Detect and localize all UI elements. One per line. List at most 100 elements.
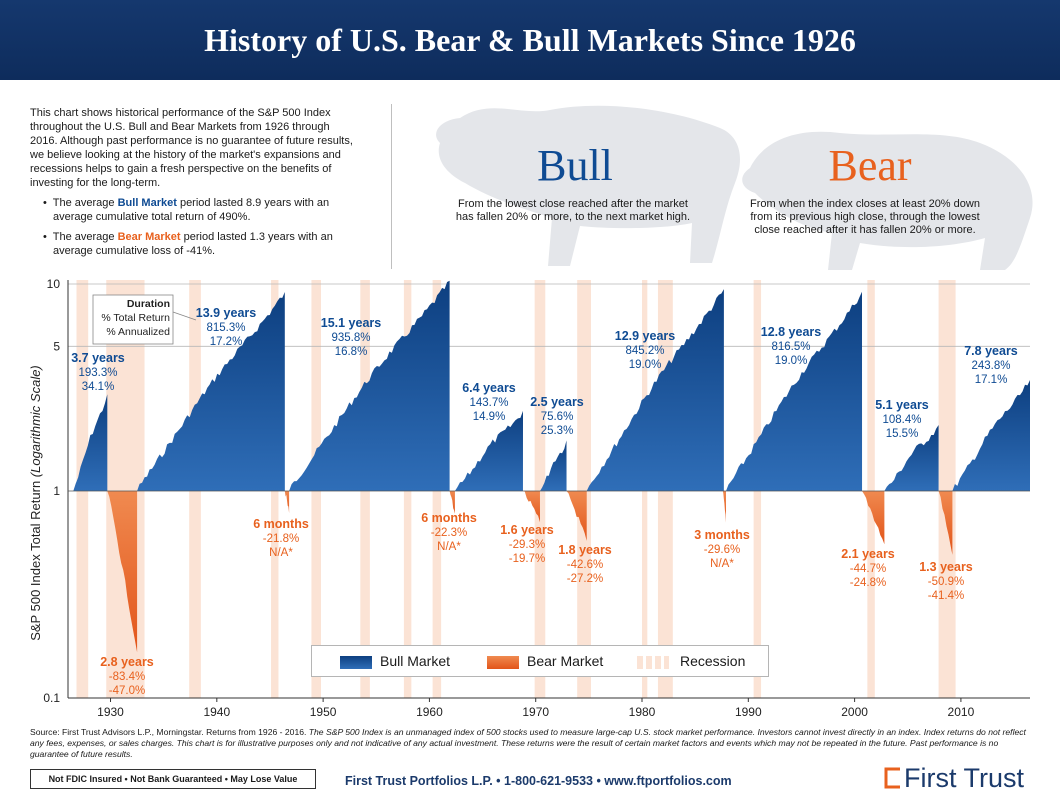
- bear-definition: From when the index closes at least 20% …: [750, 198, 980, 236]
- bear-market-label: -24.8%: [850, 577, 886, 589]
- bull-market-label: 193.3%: [78, 367, 117, 379]
- bear-market-area: [938, 491, 953, 555]
- x-tick-label: 1960: [416, 705, 443, 719]
- intro-text: This chart shows historical performance …: [30, 106, 360, 258]
- bull-market-label: 34.1%: [82, 381, 115, 393]
- bull-silhouette-icon: [436, 105, 740, 266]
- recession-band: [938, 280, 956, 698]
- bear-market-label: -29.6%: [704, 544, 740, 556]
- bear-market-label: -41.4%: [928, 590, 964, 602]
- key-box-line: % Annualized: [106, 326, 170, 338]
- bear-market-label: -22.3%: [431, 527, 467, 539]
- bear-market-label: 1.6 years: [500, 523, 554, 537]
- bear-market-area: [449, 491, 455, 514]
- label-key-box: [92, 294, 174, 345]
- bull-market-area: [725, 291, 863, 491]
- animal-silhouettes: [436, 105, 1033, 270]
- bear-market-label: 3 months: [694, 528, 750, 542]
- x-tick-label: 1930: [97, 705, 124, 719]
- bear-market-term: Bear Market: [117, 231, 181, 243]
- bear-market-label: 6 months: [253, 517, 309, 531]
- bull-market-area: [952, 380, 1030, 491]
- bear-market-label: -50.9%: [928, 576, 964, 588]
- legend-bear-label: Bear Market: [527, 653, 604, 669]
- bull-market-label: 12.8 years: [761, 325, 822, 339]
- y-tick-label: 1: [53, 484, 60, 498]
- bear-market-area: [862, 491, 885, 545]
- bear-average-bullet: • The average Bear Market period lasted …: [43, 231, 333, 257]
- bear-market-label: -27.2%: [567, 573, 603, 585]
- legend-bear-swatch: [487, 656, 519, 669]
- x-tick-label: 2000: [841, 705, 868, 719]
- bull-market-label: 7.8 years: [964, 344, 1018, 358]
- x-tick-label: 1940: [203, 705, 230, 719]
- bull-market-label: 25.3%: [541, 425, 574, 437]
- intro-paragraph: This chart shows historical performance …: [30, 107, 353, 189]
- bull-market-area: [539, 440, 567, 491]
- bull-market-label: 815.3%: [206, 322, 245, 334]
- x-tick-label: 1950: [310, 705, 337, 719]
- bear-market-label: -42.6%: [567, 559, 603, 571]
- legend-bull-swatch: [340, 656, 372, 669]
- contact-line[interactable]: First Trust Portfolios L.P. • 1-800-621-…: [345, 774, 732, 788]
- bear-market-label: 1.8 years: [558, 543, 612, 557]
- bear-market-area: [522, 491, 540, 523]
- source-italic: The S&P 500 Index is an unmanaged index …: [30, 727, 1026, 759]
- legend-recession-swatch: [637, 656, 669, 669]
- y-tick-label: 0.1: [43, 691, 60, 705]
- recession-band: [867, 280, 875, 698]
- legend-recession-label: Recession: [680, 653, 746, 669]
- bear-market-label: -44.7%: [850, 563, 886, 575]
- bear-market-area: [566, 491, 587, 541]
- bear-market-label: 1.3 years: [919, 560, 973, 574]
- bull-market-area: [289, 280, 450, 491]
- bear-market-label: -21.8%: [263, 533, 299, 545]
- bull-definition: From the lowest close reached after the …: [455, 198, 691, 223]
- key-box-line: Duration: [127, 298, 170, 310]
- bear-market-label: -83.4%: [109, 671, 145, 683]
- x-tick-label: 1990: [735, 705, 762, 719]
- bull-market-label: 13.9 years: [196, 306, 257, 320]
- y-axis-title-note: (Logarithmic Scale): [28, 365, 43, 477]
- bull-market-label: 19.0%: [775, 355, 808, 367]
- bull-average-suffix: period lasted 8.9 years with an average …: [53, 197, 330, 223]
- bull-market-label: 845.2%: [625, 345, 664, 357]
- logo-text: First Trust: [904, 763, 1024, 793]
- bull-market-term: Bull Market: [117, 197, 177, 209]
- bull-market-label: 143.7%: [469, 397, 508, 409]
- bull-heading: Bull: [537, 141, 613, 190]
- bull-market-area: [586, 289, 724, 491]
- fdic-disclaimer: Not FDIC Insured • Not Bank Guaranteed •…: [30, 769, 316, 789]
- bull-market-area: [884, 425, 939, 491]
- bear-average-suffix: period lasted 1.3 years with an average …: [53, 231, 333, 257]
- bull-market-label: 935.8%: [331, 332, 370, 344]
- market-chart: 0.1 1 5 10 1930 1940 1950 1960 1970 1980 1990 2000 2…: [28, 277, 1030, 719]
- recession-band: [577, 280, 591, 698]
- source-disclaimer: Source: First Trust Advisors L.P., Morni…: [30, 727, 1034, 760]
- bull-market-label: 16.8%: [335, 346, 368, 358]
- bear-market-area: [284, 491, 290, 514]
- bull-market-label: 5.1 years: [875, 398, 929, 412]
- bull-market-area: [137, 292, 285, 491]
- bear-heading: Bear: [828, 141, 912, 190]
- key-box-pointer: [172, 311, 197, 321]
- bull-market-label: 2.5 years: [530, 395, 584, 409]
- key-box-line: % Total Return: [101, 312, 170, 324]
- bear-market-label: N/A*: [437, 541, 461, 553]
- bull-market-label: 75.6%: [541, 411, 574, 423]
- bear-market-area: [722, 491, 726, 523]
- bull-average-prefix: The average: [52, 197, 118, 209]
- bull-market-label: 17.1%: [975, 374, 1008, 386]
- y-axis-title-main: S&P 500 Index Total Return: [28, 477, 43, 641]
- bear-market-label: 6 months: [421, 511, 477, 525]
- bull-market-area: [73, 394, 108, 491]
- bear-market-label: N/A*: [710, 558, 734, 570]
- recession-band: [534, 280, 546, 698]
- bull-market-label: 6.4 years: [462, 381, 516, 395]
- bear-market-area: [107, 491, 138, 653]
- y-axis-title: S&P 500 Index Total Return (Logarithmic …: [28, 365, 43, 641]
- bear-market-label: -47.0%: [109, 685, 145, 697]
- section-divider: [391, 104, 392, 269]
- bull-market-label: 15.5%: [886, 428, 919, 440]
- bear-market-label: 2.1 years: [841, 547, 895, 561]
